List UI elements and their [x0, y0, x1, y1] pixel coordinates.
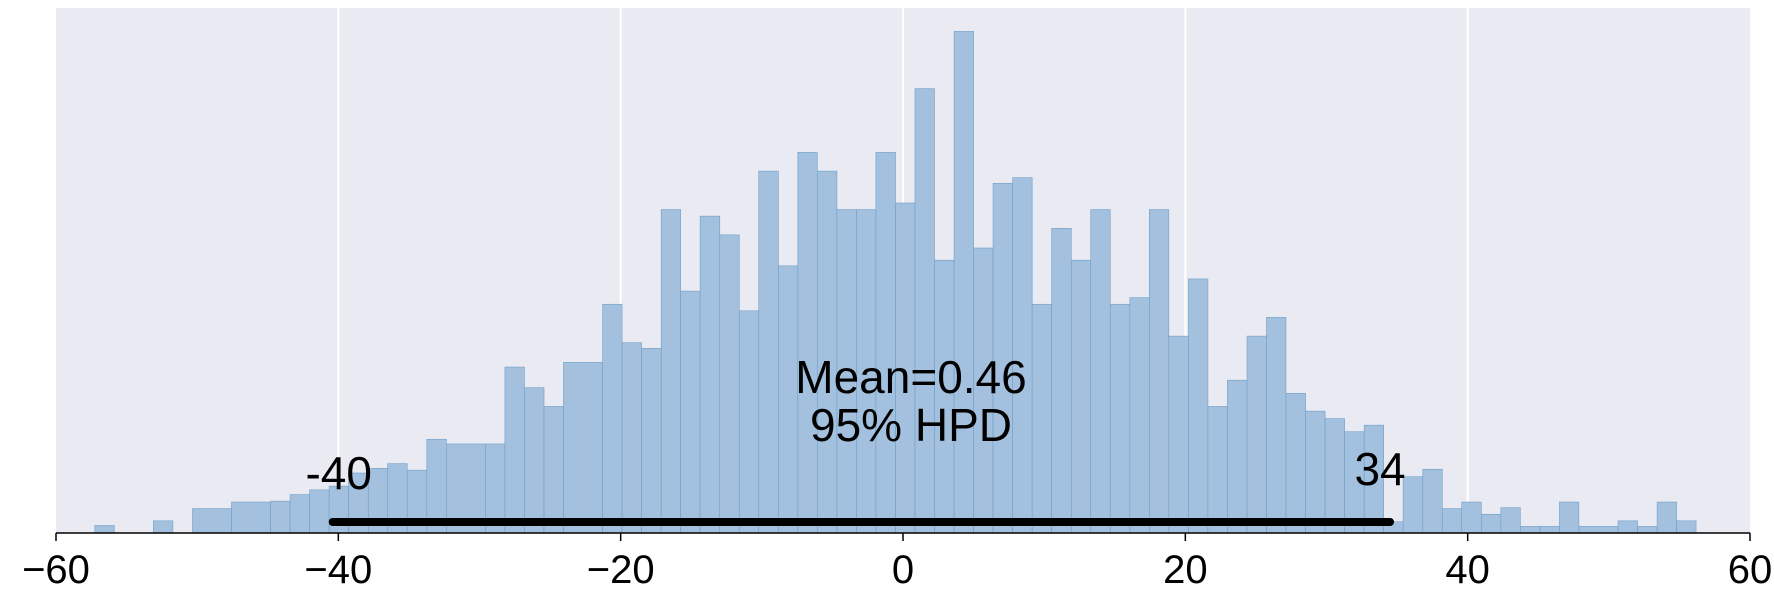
- histogram-bar: [1207, 406, 1228, 534]
- histogram-bar: [1441, 508, 1463, 534]
- hpd-annotation: 95% HPD: [810, 399, 1012, 451]
- x-tick-label: 40: [1445, 548, 1490, 592]
- histogram-bar: [1500, 507, 1521, 534]
- histogram-bar: [680, 290, 701, 534]
- histogram-bar: [1520, 526, 1541, 534]
- histogram-bar: [738, 310, 760, 534]
- histogram-bar: [1090, 209, 1111, 534]
- histogram-bar: [875, 152, 896, 534]
- histogram-bar: [563, 362, 603, 534]
- histogram-bar: [1129, 297, 1150, 534]
- histogram-bar: [1168, 335, 1189, 534]
- histogram-bar: [719, 234, 740, 534]
- histogram-bar: [524, 387, 545, 534]
- histogram-bar: [504, 366, 525, 534]
- histogram-bar: [660, 209, 681, 534]
- histogram-bar: [1285, 393, 1306, 534]
- histogram-bar: [1149, 209, 1170, 534]
- histogram-bar: [1578, 526, 1619, 534]
- histogram-bar: [1070, 259, 1092, 534]
- histogram-bar: [1617, 520, 1638, 534]
- histogram-bar: [641, 348, 662, 534]
- mean-annotation: Mean=0.46: [795, 351, 1026, 403]
- x-tick-label: −60: [22, 548, 90, 592]
- histogram-bar: [94, 525, 115, 534]
- histogram-bar: [1188, 278, 1209, 534]
- histogram-bar: [1422, 468, 1443, 534]
- histogram-bar: [1461, 501, 1482, 534]
- histogram-bar: [1109, 303, 1131, 534]
- histogram-bar: [543, 406, 564, 534]
- histogram-bar: [914, 88, 935, 534]
- histogram-bar: [1559, 501, 1580, 534]
- histogram-bar: [231, 501, 271, 534]
- histogram-bar: [1402, 476, 1424, 534]
- hpd-high-label: 34: [1354, 443, 1405, 495]
- histogram-bar: [1676, 520, 1697, 534]
- histogram-bar: [797, 152, 818, 534]
- histogram-bar: [1031, 303, 1052, 534]
- histogram-bar: [1246, 335, 1267, 534]
- histogram-bar: [1481, 513, 1502, 534]
- x-axis-ticks: −60 −40 −20 0 20 40 60: [22, 533, 1772, 592]
- histogram-bar: [1051, 228, 1072, 534]
- histogram-bar: [758, 170, 779, 534]
- histogram-bar: [1539, 526, 1560, 534]
- histogram-bar: [1324, 418, 1345, 534]
- x-tick-label: 60: [1728, 548, 1773, 592]
- histogram-bar: [602, 303, 623, 534]
- histogram-bar: [1637, 526, 1658, 534]
- x-tick-label: −40: [304, 548, 372, 592]
- histogram-bar: [1227, 379, 1248, 534]
- hpd-low-label: -40: [305, 447, 371, 499]
- x-tick-label: 20: [1163, 548, 1208, 592]
- histogram-bar: [1305, 410, 1326, 534]
- histogram-bar: [621, 342, 642, 534]
- x-tick-label: 0: [892, 548, 914, 592]
- histogram-bar: [153, 520, 174, 534]
- histogram-bar: [953, 31, 974, 534]
- histogram-bar: [270, 500, 291, 534]
- x-tick-label: −20: [587, 548, 655, 592]
- histogram-bar: [289, 494, 310, 534]
- histogram-bar: [1266, 317, 1287, 534]
- histogram-bar: [699, 215, 721, 534]
- histogram-bar: [1656, 501, 1677, 534]
- histogram-bar: [192, 508, 232, 534]
